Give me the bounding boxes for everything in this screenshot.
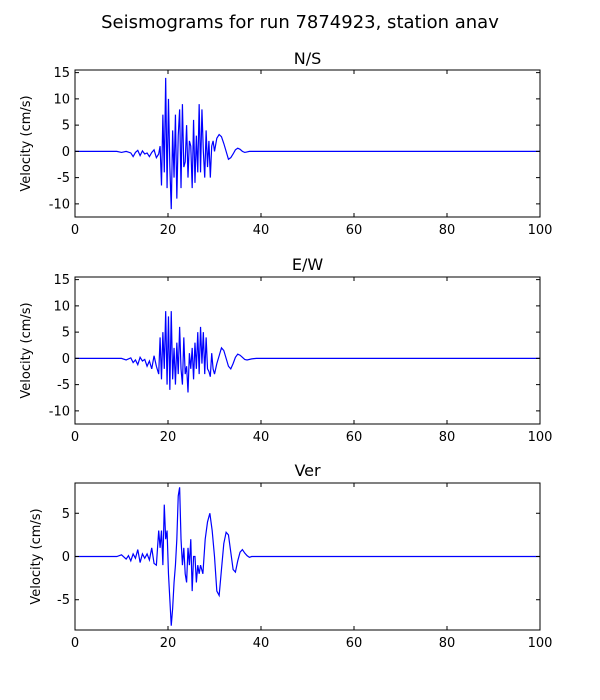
y-tick-label: 5 xyxy=(62,507,70,522)
x-tick-label: 20 xyxy=(160,223,177,238)
x-tick-label: 100 xyxy=(528,430,553,445)
y-tick-label: -5 xyxy=(57,378,70,393)
series-line-ver xyxy=(75,487,540,626)
x-tick-label: 80 xyxy=(439,636,456,651)
x-tick-label: 40 xyxy=(253,430,270,445)
x-tick-label: 40 xyxy=(253,636,270,651)
x-tick-label: 20 xyxy=(160,636,177,651)
panel-title-ver: Ver xyxy=(294,461,321,480)
y-tick-label: -10 xyxy=(49,197,70,212)
plot-frame-ns xyxy=(74,69,541,218)
y-tick-label: -5 xyxy=(57,593,70,608)
series-line-ew xyxy=(75,311,540,393)
x-tick-label: 80 xyxy=(439,430,456,445)
x-tick-label: 100 xyxy=(528,223,553,238)
x-tick-label: 20 xyxy=(160,430,177,445)
y-axis-label-ns: Velocity (cm/s) xyxy=(19,95,34,191)
y-tick-label: -5 xyxy=(57,171,70,186)
x-tick-label: 60 xyxy=(346,223,363,238)
x-tick-label: 0 xyxy=(71,223,79,238)
x-tick-label: 40 xyxy=(253,223,270,238)
y-tick-label: 0 xyxy=(62,550,70,565)
x-tick-label: 100 xyxy=(528,636,553,651)
y-tick-label: 15 xyxy=(53,66,70,81)
y-axis-label-ew: Velocity (cm/s) xyxy=(19,302,34,398)
y-tick-label: 0 xyxy=(62,352,70,367)
x-tick-label: 60 xyxy=(346,430,363,445)
y-tick-label: 5 xyxy=(62,326,70,341)
panel-ver: Ver Velocity (cm/s) 0 20 40 60 80 100 -5 0 5 xyxy=(29,461,552,651)
figure-title: Seismograms for run 7874923, station ana… xyxy=(101,12,499,33)
y-tick-label: 15 xyxy=(53,273,70,288)
x-tick-label: 80 xyxy=(439,223,456,238)
y-axis-label-ver: Velocity (cm/s) xyxy=(29,508,44,604)
panel-title-ns: N/S xyxy=(294,49,322,68)
panel-title-ew: E/W xyxy=(292,255,324,274)
x-tick-label: 60 xyxy=(346,636,363,651)
y-tick-label: 0 xyxy=(62,145,70,160)
x-tick-label: 0 xyxy=(71,636,79,651)
x-tick-label: 0 xyxy=(71,430,79,445)
y-tick-label: 10 xyxy=(53,92,70,107)
y-tick-label: 10 xyxy=(53,299,70,314)
y-tick-label: 5 xyxy=(62,119,70,134)
series-line-ns xyxy=(75,77,540,210)
panel-ns: N/S Velocity (cm/s) 0 20 40 60 80 100 -10 -5 0 5 1… xyxy=(19,49,552,238)
panel-ew: E/W Velocity (cm/s) 0 20 40 60 80 100 -10 -5 0 5 1… xyxy=(19,255,552,445)
y-tick-label: -10 xyxy=(49,404,70,419)
plot-frame-ew xyxy=(74,276,541,425)
